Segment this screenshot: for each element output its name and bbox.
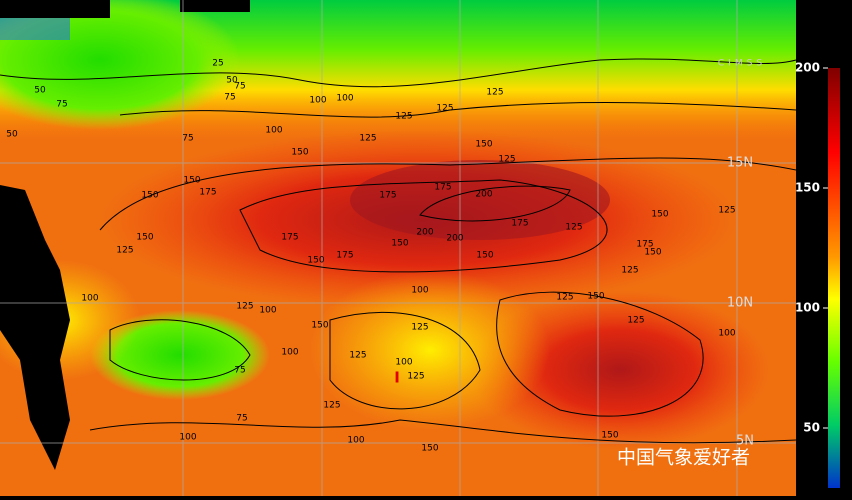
heat-field (0, 0, 796, 496)
contour-label: 150 (291, 148, 308, 158)
contour-label: 150 (587, 292, 604, 302)
contour-label: 75 (234, 82, 245, 92)
latitude-label: 10N (727, 296, 753, 311)
contour-label: 150 (311, 321, 328, 331)
contour-label: 125 (621, 266, 638, 276)
contour-label: 100 (259, 306, 276, 316)
contour-label: 150 (476, 251, 493, 261)
contour-label: 125 (349, 351, 366, 361)
contour-label: 125 (486, 88, 503, 98)
contour-label: 100 (411, 286, 428, 296)
contour-label: 125 (116, 246, 133, 256)
colorbar-tick-label: 50 (803, 421, 820, 435)
latitude-label: 5N (736, 434, 754, 449)
logo: CIMSS (718, 59, 766, 69)
contour-label: 150 (307, 256, 324, 266)
contour-label: 100 (81, 294, 98, 304)
colorbar-tick-label: 150 (795, 181, 820, 195)
contour-label: 25 (212, 59, 223, 69)
contour-label: 50 (226, 76, 238, 86)
contour-label: 150 (475, 140, 492, 150)
colorbar-tick-label: 200 (795, 61, 820, 75)
contour-label: 200 (446, 234, 463, 244)
contour-label: 100 (309, 96, 326, 106)
contour-label: 50 (34, 86, 46, 96)
watermark: 中国气象爱好者 (617, 447, 750, 469)
contour-label: 125 (556, 293, 573, 303)
contour-label: 100 (281, 348, 298, 358)
contour-label: 175 (434, 183, 451, 193)
contour-label: 75 (56, 100, 67, 110)
contour-label: 100 (265, 126, 282, 136)
contour-label: 125 (407, 372, 424, 382)
contour-label: 150 (651, 210, 668, 220)
contour-label: 125 (411, 323, 428, 333)
contour-label: 100 (395, 358, 412, 368)
contour-label: 200 (416, 228, 433, 238)
contour-label: 100 (336, 94, 353, 104)
contour-label: 100 (718, 329, 735, 339)
contour-label: 150 (391, 239, 408, 249)
contour-label: 125 (498, 155, 515, 165)
contour-label: 175 (379, 191, 396, 201)
contours (0, 58, 797, 444)
contour-label: 200 (475, 190, 492, 200)
contour-label: 125 (236, 302, 253, 312)
contour-label: 75 (236, 414, 247, 424)
contour-label: 75 (234, 366, 245, 376)
contour-label: 125 (323, 401, 340, 411)
contour-label: 150 (421, 444, 438, 454)
contour-label: 175 (336, 251, 353, 261)
grid (0, 0, 796, 496)
contour-label: 100 (347, 436, 364, 446)
contour-label: 150 (141, 191, 158, 201)
contour-label: 100 (179, 433, 196, 443)
latitude-label: 15N (727, 156, 753, 171)
contour-label: 175 (199, 188, 216, 198)
contour-label: 150 (644, 248, 661, 258)
contour-label: 75 (224, 93, 235, 103)
contour-label: 150 (136, 233, 153, 243)
contour-label: 125 (359, 134, 376, 144)
colorbar-tick-label: 100 (795, 301, 820, 315)
contour-label: 50 (6, 130, 18, 140)
contour-label: 125 (436, 104, 453, 114)
contour-label: 75 (182, 134, 193, 144)
contour-label: 175 (511, 219, 528, 229)
contour-label: 125 (395, 112, 412, 122)
colorbar-box (796, 0, 852, 496)
contour-label: 150 (601, 431, 618, 441)
contour-label: 125 (565, 223, 582, 233)
contour-label: 175 (636, 240, 653, 250)
contour-label: 175 (281, 233, 298, 243)
contour-label: 125 (718, 206, 735, 216)
contour-label: 150 (183, 176, 200, 186)
center-marker: I (394, 369, 400, 387)
contour-label: 125 (627, 316, 644, 326)
